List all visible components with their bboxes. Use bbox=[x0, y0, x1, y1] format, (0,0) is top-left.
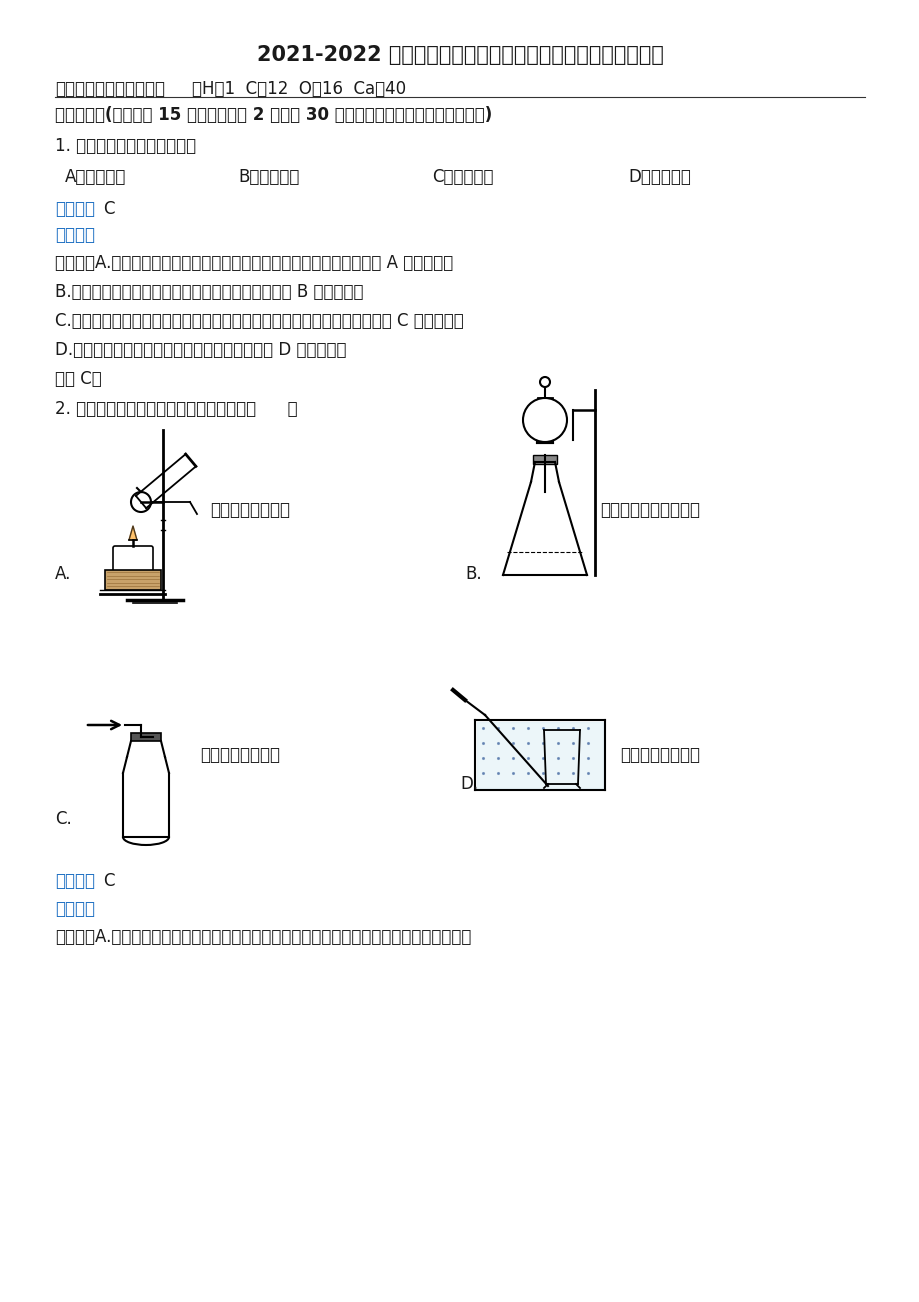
Text: 一、选择题(本题包括 15 小题，每小题 2 分，共 30 分。每小题只有一个选项符合题意): 一、选择题(本题包括 15 小题，每小题 2 分，共 30 分。每小题只有一个选… bbox=[55, 105, 492, 124]
Text: A．食物腐败: A．食物腐败 bbox=[65, 168, 126, 186]
Text: 2021-2022 学年西安市莲湖区九年级化学第一学期期末测试卷: 2021-2022 学年西安市莲湖区九年级化学第一学期期末测试卷 bbox=[256, 46, 663, 65]
Text: C: C bbox=[103, 872, 114, 891]
Text: 用丙装置收集氢气: 用丙装置收集氢气 bbox=[199, 746, 279, 764]
Text: 【详解】A.食物腐败是缓慢氧化的过程，有新物质生成，是化学变化，故 A 选项错误；: 【详解】A.食物腐败是缓慢氧化的过程，有新物质生成，是化学变化，故 A 选项错误… bbox=[55, 254, 453, 272]
Text: 2. 关于下列装置使用的说法，不正确的是（      ）: 2. 关于下列装置使用的说法，不正确的是（ ） bbox=[55, 400, 298, 418]
Text: C: C bbox=[103, 201, 114, 217]
Text: 【解析】: 【解析】 bbox=[55, 227, 95, 243]
Text: B．粮食酅酒: B．粮食酅酒 bbox=[238, 168, 299, 186]
Text: C.干冰升华是二氧化碳由固态变为气态，没有新物质生成，是物理变化，故 C 选项正确；: C.干冰升华是二氧化碳由固态变为气态，没有新物质生成，是物理变化，故 C 选项正… bbox=[55, 312, 463, 329]
Text: C.: C. bbox=[55, 810, 72, 828]
Text: D.: D. bbox=[460, 775, 478, 793]
Bar bbox=[130, 733, 161, 741]
Text: B.粮食酅酒有新物质（酒精）生成，是化学变化，故 B 选项错误；: B.粮食酅酒有新物质（酒精）生成，是化学变化，故 B 选项错误； bbox=[55, 283, 363, 301]
Text: 1. 下列变化属于物理变化的是: 1. 下列变化属于物理变化的是 bbox=[55, 137, 196, 155]
Circle shape bbox=[539, 378, 550, 387]
Text: ：H：1  C：12  O：16  Ca：40: ：H：1 C：12 O：16 Ca：40 bbox=[192, 79, 406, 98]
Text: B.: B. bbox=[464, 565, 482, 583]
Text: 故选 C。: 故选 C。 bbox=[55, 370, 102, 388]
Text: D.鐵锅生锈有新物质鐵锈生成，是化学变化，故 D 选项错误。: D.鐵锅生锈有新物质鐵锈生成，是化学变化，故 D 选项错误。 bbox=[55, 341, 346, 359]
Text: 可能用到的相对原子质量: 可能用到的相对原子质量 bbox=[55, 79, 165, 98]
Bar bbox=[532, 454, 556, 464]
Text: 【解析】: 【解析】 bbox=[55, 900, 95, 918]
Polygon shape bbox=[129, 526, 137, 540]
Text: D．鐵锅生锈: D．鐵锅生锈 bbox=[628, 168, 690, 186]
Text: 【答案】: 【答案】 bbox=[55, 201, 95, 217]
Text: 【详解】A.甲装置属于固体加热型发生装置，可以加热氯酸鐗制取氧气，正确，不符合题意；: 【详解】A.甲装置属于固体加热型发生装置，可以加热氯酸鐗制取氧气，正确，不符合题… bbox=[55, 928, 471, 947]
Text: 【答案】: 【答案】 bbox=[55, 872, 95, 891]
Text: 用甲装置制取氧气: 用甲装置制取氧气 bbox=[210, 501, 289, 519]
Text: 用乙装置制取二氧化碳: 用乙装置制取二氧化碳 bbox=[599, 501, 699, 519]
Text: A.: A. bbox=[55, 565, 72, 583]
Text: 用丁装置收集氧气: 用丁装置收集氧气 bbox=[619, 746, 699, 764]
Text: C．干冰升华: C．干冰升华 bbox=[432, 168, 493, 186]
FancyBboxPatch shape bbox=[105, 570, 161, 590]
FancyBboxPatch shape bbox=[113, 546, 153, 572]
Circle shape bbox=[522, 398, 566, 441]
